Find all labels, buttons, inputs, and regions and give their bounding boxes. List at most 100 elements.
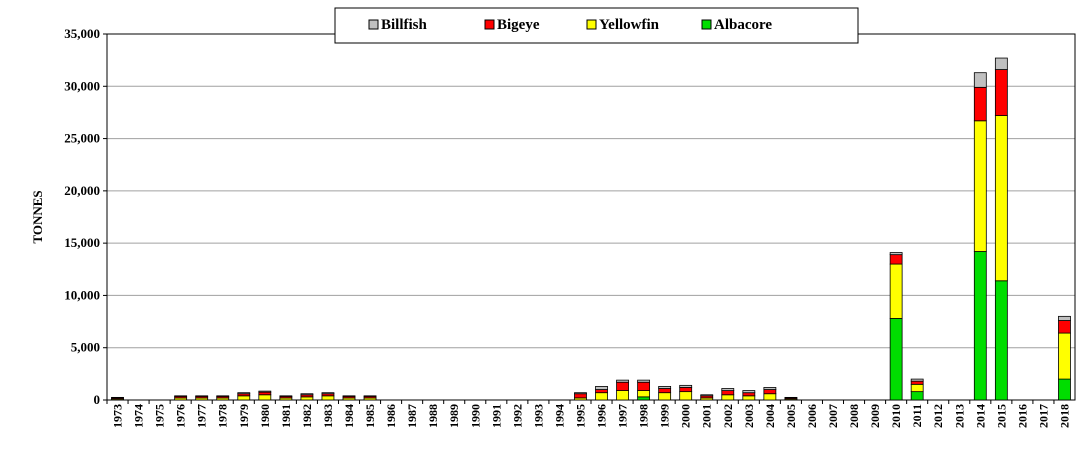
bar-segment: [321, 392, 335, 395]
x-tick-label: 1984: [342, 404, 356, 428]
bar-segment: [637, 396, 651, 401]
x-tick-label: 2013: [952, 404, 966, 428]
bar-segment: [721, 388, 735, 391]
x-tick-label: 2012: [931, 404, 945, 428]
bar-segment: [679, 387, 693, 393]
bar-segment: [258, 394, 272, 401]
bar-segment: [195, 395, 209, 397]
y-tick-label: 5,000: [71, 340, 100, 355]
x-tick-label: 1977: [195, 404, 209, 428]
x-tick-label: 2016: [1015, 404, 1029, 428]
y-tick-label: 25,000: [64, 131, 100, 146]
bar-segment: [658, 386, 672, 389]
bar-segment: [700, 394, 714, 397]
bar-segment: [616, 381, 629, 391]
x-tick-label: 1987: [405, 404, 419, 428]
bar-segment: [742, 390, 756, 394]
bar-segment: [237, 392, 251, 395]
bar-segment: [637, 381, 651, 391]
x-tick-label: 2005: [784, 404, 798, 428]
x-tick-label: 1989: [447, 404, 461, 428]
x-tick-label: 1994: [552, 404, 566, 428]
bar-segment: [321, 395, 335, 401]
bar-segment: [742, 395, 756, 401]
bar-segment: [973, 251, 987, 401]
legend-label: Yellowfin: [599, 17, 660, 33]
bar-segment: [637, 379, 651, 383]
y-axis-label: TONNES: [30, 190, 45, 243]
x-tick-label: 2000: [679, 404, 693, 428]
legend-swatch: [586, 19, 597, 30]
x-tick-label: 1995: [573, 404, 587, 428]
x-tick-label: 1991: [489, 404, 503, 428]
bar-segment: [994, 115, 1008, 282]
bar-segment: [721, 390, 735, 396]
bar-segment: [616, 379, 629, 383]
bar-segment: [910, 383, 924, 393]
bar-segment: [258, 390, 272, 393]
x-tick-label: 2015: [994, 404, 1008, 428]
x-tick-label: 2002: [721, 404, 735, 428]
legend-swatch: [368, 19, 379, 30]
bar-segment: [637, 390, 651, 398]
bar-segment: [1058, 378, 1071, 401]
x-tick-label: 2008: [847, 404, 861, 428]
bar-segment: [784, 396, 798, 399]
legend-label: Bigeye: [497, 17, 540, 33]
bar-segment: [595, 392, 608, 401]
x-tick-label: 2007: [826, 404, 840, 428]
bar-segment: [889, 252, 903, 256]
bar-segment: [994, 69, 1008, 116]
x-tick-label: 2014: [973, 404, 987, 428]
bar-segment: [658, 392, 672, 401]
x-tick-label: 1988: [426, 404, 440, 428]
y-tick-label: 15,000: [64, 235, 100, 250]
bar-segment: [574, 392, 587, 395]
bar-segment: [910, 391, 924, 401]
bar-segment: [973, 120, 987, 252]
bar-segment: [742, 392, 756, 397]
bar-segment: [889, 263, 903, 319]
bar-segment: [889, 254, 903, 265]
bar-segment: [763, 387, 777, 390]
x-tick-label: 1985: [363, 404, 377, 428]
bar-segment: [658, 388, 672, 394]
bar-segment: [1058, 315, 1071, 321]
x-tick-label: 1980: [258, 404, 272, 428]
x-tick-label: 1999: [658, 404, 672, 428]
x-tick-label: 1983: [321, 404, 335, 428]
bar-segment: [300, 396, 314, 401]
bar-segment: [363, 395, 377, 397]
x-tick-label: 1973: [111, 404, 125, 428]
x-tick-label: 1997: [616, 404, 630, 428]
x-tick-label: 1981: [279, 404, 293, 428]
x-tick-label: 2006: [805, 404, 819, 428]
bar-segment: [889, 318, 903, 401]
x-tick-label: 1996: [595, 404, 609, 428]
legend-swatch: [484, 19, 495, 30]
y-tick-label: 20,000: [64, 183, 100, 198]
x-tick-label: 1976: [174, 404, 188, 428]
bar-segment: [973, 86, 987, 122]
bar-segment: [763, 389, 777, 395]
y-tick-label: 30,000: [64, 78, 100, 93]
bar-segment: [300, 393, 314, 396]
x-tick-label: 2009: [868, 404, 882, 428]
legend-label: Albacore: [714, 17, 772, 33]
bar-segment: [174, 395, 188, 397]
x-tick-label: 2004: [763, 404, 777, 428]
y-tick-label: 35,000: [64, 26, 100, 41]
x-tick-label: 1975: [153, 404, 167, 428]
x-tick-label: 1986: [384, 404, 398, 428]
x-tick-label: 1978: [216, 404, 230, 428]
x-tick-label: 1992: [510, 404, 524, 428]
bar-segment: [679, 384, 693, 388]
bar-segment: [721, 394, 735, 401]
x-tick-label: 2011: [910, 404, 924, 427]
x-tick-label: 1982: [300, 404, 314, 428]
bar-segment: [595, 389, 608, 394]
bar-segment: [111, 396, 124, 399]
x-tick-label: 2017: [1036, 404, 1050, 428]
bar-segment: [679, 391, 693, 401]
